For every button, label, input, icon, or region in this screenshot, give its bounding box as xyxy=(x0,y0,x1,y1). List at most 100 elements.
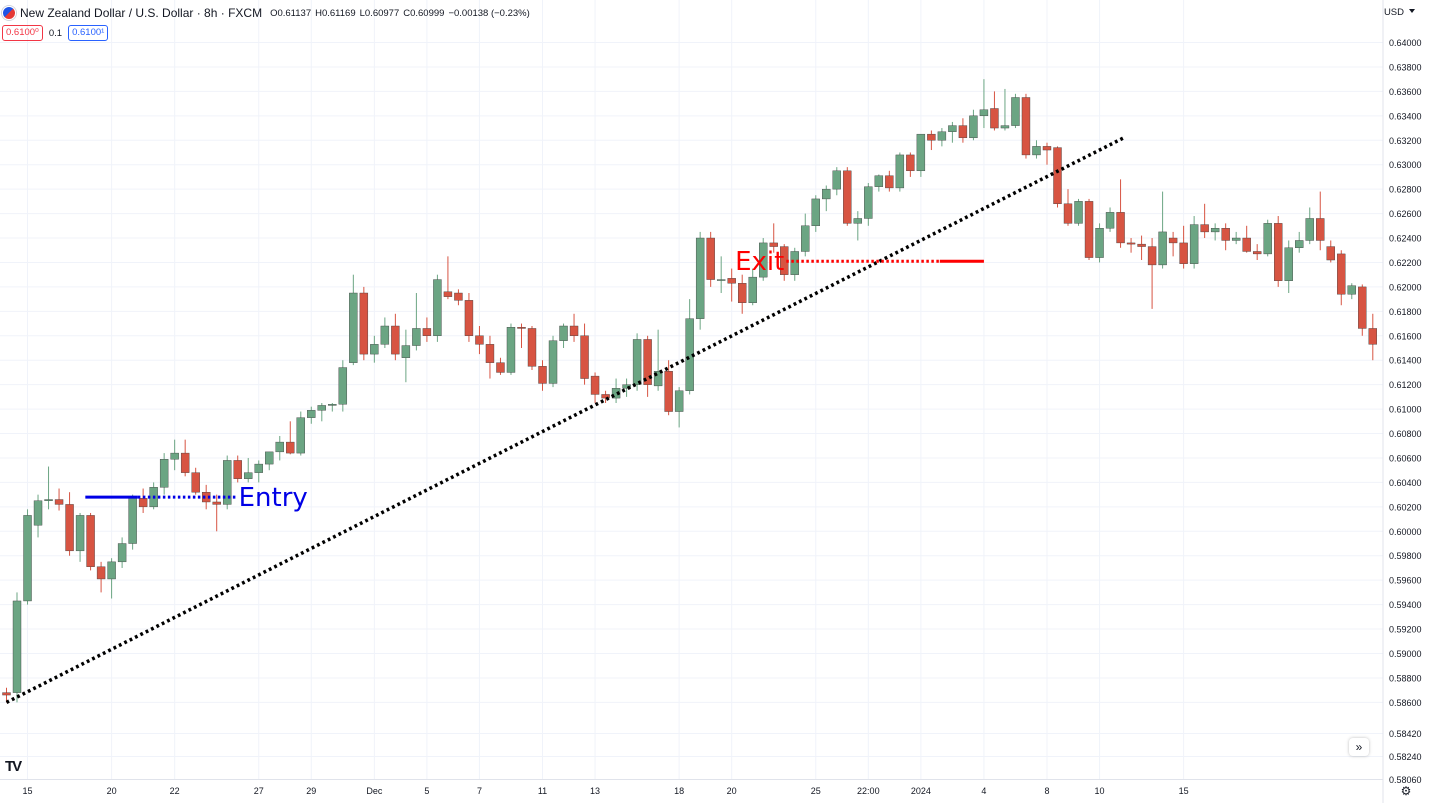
candle xyxy=(1147,238,1157,309)
candle xyxy=(485,335,495,379)
candle-body xyxy=(1105,212,1115,229)
candle xyxy=(1274,216,1283,287)
candle xyxy=(580,323,589,385)
candle xyxy=(1284,240,1293,294)
candle xyxy=(317,402,326,422)
candle-body xyxy=(191,472,200,493)
x-tick-label: 13 xyxy=(590,786,600,796)
currency-selector[interactable]: USD xyxy=(1384,7,1415,18)
candle-body xyxy=(12,600,22,693)
candle xyxy=(138,488,148,513)
candle xyxy=(559,323,568,348)
candle-body xyxy=(706,237,715,280)
candle xyxy=(790,247,799,281)
candle xyxy=(433,274,442,342)
candle xyxy=(506,323,516,375)
candle-body xyxy=(716,279,726,281)
candle-body xyxy=(401,345,411,358)
candle-body xyxy=(569,325,579,336)
candle xyxy=(454,289,463,306)
candle xyxy=(1074,198,1083,226)
scroll-to-realtime-button[interactable]: » xyxy=(1349,738,1369,756)
candle xyxy=(611,378,621,403)
symbol-title[interactable]: New Zealand Dollar / U.S. Dollar · 8h · … xyxy=(20,6,263,20)
x-tick-label: 18 xyxy=(674,786,684,796)
candle-body xyxy=(2,692,11,696)
x-tick-label: 15 xyxy=(1179,786,1189,796)
candle-body xyxy=(338,367,348,405)
candle xyxy=(664,360,673,416)
sell-button[interactable]: 0.6100⁰ xyxy=(2,25,43,41)
candle-body xyxy=(223,460,232,505)
candle-body xyxy=(96,566,106,580)
candle xyxy=(885,170,894,192)
trade-buttons: 0.6100⁰ 0.1 0.6100¹ xyxy=(2,25,109,41)
buy-button[interactable]: 0.6100¹ xyxy=(68,25,109,41)
candle-body xyxy=(475,335,484,345)
trendline[interactable] xyxy=(5,136,1125,704)
candle xyxy=(275,435,284,461)
candle-body xyxy=(1347,285,1356,295)
candle xyxy=(979,79,989,129)
candle-body xyxy=(664,371,673,412)
candle-body xyxy=(969,115,978,139)
y-tick-label: 0.63800 xyxy=(1389,62,1422,72)
candle-body xyxy=(212,501,221,505)
candle xyxy=(538,360,547,391)
candle xyxy=(328,402,337,412)
candle xyxy=(159,453,169,495)
candle xyxy=(191,467,200,495)
candle-body xyxy=(1116,212,1125,244)
y-tick-label: 0.60400 xyxy=(1389,478,1422,488)
candle xyxy=(527,326,537,370)
candle xyxy=(1053,146,1062,208)
candle xyxy=(349,274,358,366)
y-tick-label: 0.59000 xyxy=(1389,649,1422,659)
candle-body xyxy=(86,515,95,567)
candle xyxy=(1326,240,1335,263)
candle-body xyxy=(485,344,495,363)
candle-body xyxy=(496,362,505,373)
candle xyxy=(1189,216,1199,269)
candle xyxy=(1095,223,1104,263)
candle xyxy=(1042,142,1052,165)
candle-body xyxy=(233,460,242,479)
y-tick-label: 0.61200 xyxy=(1389,380,1422,390)
candle xyxy=(1305,207,1314,245)
x-tick-label: 25 xyxy=(811,786,821,796)
candle xyxy=(75,512,85,562)
candle xyxy=(727,268,736,302)
candle-body xyxy=(1316,218,1325,241)
candle xyxy=(107,558,116,599)
tradingview-logo-icon[interactable]: TV xyxy=(5,758,22,775)
x-tick-label: 22:00 xyxy=(857,786,880,796)
candle-body xyxy=(128,498,137,544)
x-tick-label: 22 xyxy=(170,786,180,796)
candle xyxy=(1021,93,1031,159)
symbol-flag-icon xyxy=(2,6,16,20)
candle-body xyxy=(170,452,179,460)
candle-body xyxy=(1021,97,1031,156)
candle-body xyxy=(506,327,516,373)
candle-body xyxy=(559,325,568,341)
candle-body xyxy=(23,515,32,602)
close-value: C0.60999 xyxy=(403,7,445,19)
candle xyxy=(969,109,978,141)
y-tick-label: 0.61600 xyxy=(1389,331,1422,341)
candle xyxy=(748,268,757,306)
candle xyxy=(1337,250,1346,306)
candle-body xyxy=(1242,237,1251,252)
candle xyxy=(653,329,663,391)
candle xyxy=(1368,313,1378,361)
axes xyxy=(0,0,1384,803)
candle xyxy=(464,293,474,342)
candle-body xyxy=(391,325,400,355)
candle-body xyxy=(948,125,957,132)
candle xyxy=(590,372,600,403)
candle xyxy=(716,256,726,294)
candle xyxy=(265,451,274,471)
candle xyxy=(54,488,64,511)
gear-icon[interactable]: ⚙ xyxy=(1400,784,1412,798)
candle-body xyxy=(1231,237,1241,241)
